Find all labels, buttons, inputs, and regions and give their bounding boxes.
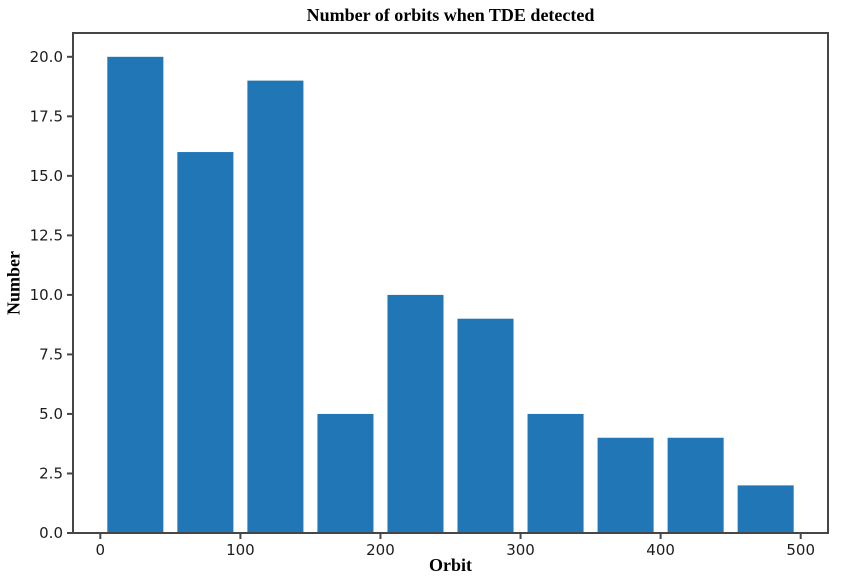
bar: [597, 437, 654, 533]
bar: [387, 294, 444, 533]
y-tick-label: 7.5: [39, 345, 63, 363]
bar: [107, 56, 164, 534]
x-tick-label: 400: [646, 541, 675, 559]
bar: [667, 437, 724, 533]
y-tick-label: 20.0: [30, 48, 63, 66]
y-tick-label: 2.5: [39, 464, 63, 482]
bar: [737, 485, 794, 533]
plot-border: [72, 32, 829, 534]
y-tick-label: 0.0: [39, 524, 63, 542]
y-tick-label: 17.5: [30, 107, 63, 125]
bar: [317, 413, 374, 533]
bar: [247, 80, 304, 534]
y-tick-label: 15.0: [30, 167, 63, 185]
bar: [527, 413, 584, 533]
x-axis-label: Orbit: [429, 555, 472, 575]
bar: [457, 318, 514, 533]
bar: [177, 152, 234, 534]
x-tick-label: 500: [786, 541, 815, 559]
y-tick-label: 12.5: [30, 226, 63, 244]
x-tick-label: 100: [226, 541, 255, 559]
x-tick-label: 200: [366, 541, 395, 559]
y-tick-label: 5.0: [39, 405, 63, 423]
x-tick-label: 0: [96, 541, 106, 559]
chart-title: Number of orbits when TDE detected: [306, 5, 595, 25]
x-tick-label: 300: [506, 541, 535, 559]
y-tick-label: 10.0: [30, 286, 63, 304]
